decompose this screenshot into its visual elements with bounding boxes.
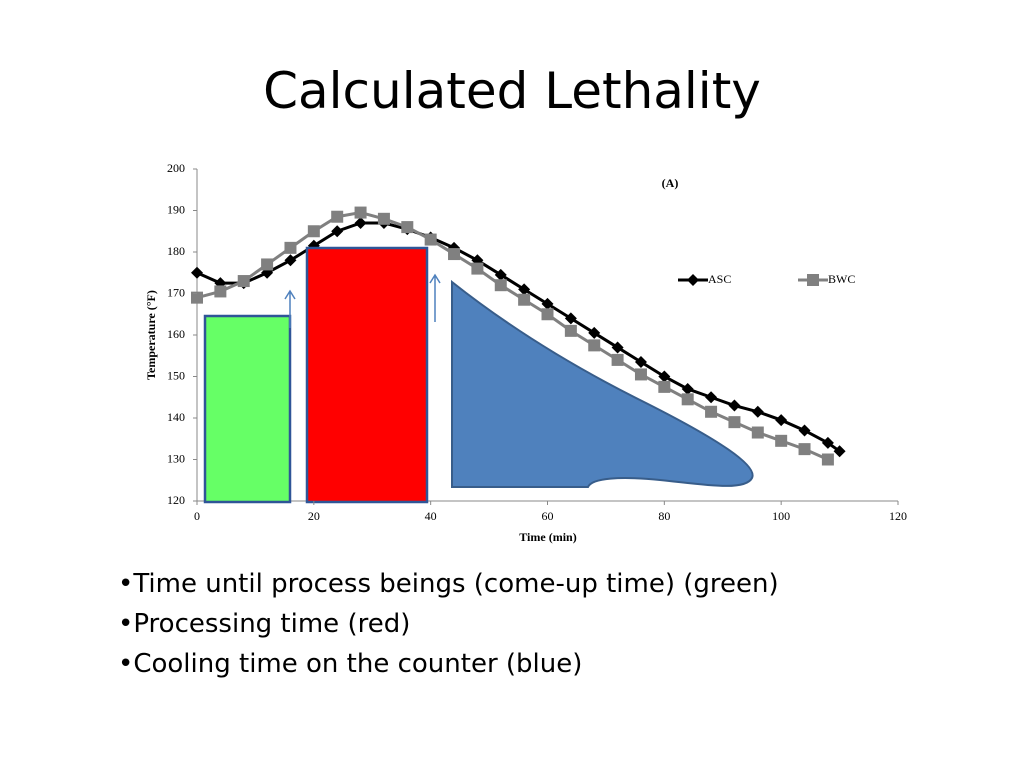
point [214,285,227,298]
point [611,353,624,366]
legend-label: BWC [828,272,855,286]
x-tick-label: 80 [658,509,670,523]
annotation: (A) [662,176,679,190]
point [331,225,344,238]
point [518,283,531,296]
point [681,382,694,395]
point [658,380,671,393]
point [634,368,647,381]
y-tick-label: 120 [167,493,185,507]
y-tick-label: 140 [167,410,185,424]
point [611,341,624,354]
bullet: •Processing time (red) [118,609,411,639]
point [191,291,203,304]
point [705,405,718,418]
x-tick-label: 20 [308,509,320,523]
point [821,453,834,466]
y-axis-title: Temperature (°F) [144,290,158,380]
point [775,434,788,447]
point [494,268,507,281]
point [284,254,297,267]
point [541,297,554,310]
point [588,339,601,352]
y-tick-label: 170 [167,285,185,299]
x-tick-label: 60 [542,509,554,523]
point [833,445,846,458]
point [728,399,741,412]
point [307,225,320,238]
point [564,324,577,337]
point [354,216,367,229]
point [705,391,718,404]
y-tick-label: 180 [167,244,185,258]
slide-title: Calculated Lethality [263,62,761,120]
point [471,262,484,275]
x-tick-label: 40 [425,509,437,523]
point [798,424,811,437]
y-tick-label: 150 [167,368,185,382]
point [401,221,414,234]
y-tick-label: 160 [167,327,185,341]
x-tick-label: 0 [194,509,200,523]
point [448,248,461,261]
arrow [429,273,441,322]
point [541,308,554,321]
legend-label: ASC [708,272,731,286]
processing-box [305,246,429,504]
point [494,279,507,292]
point [634,355,647,368]
point [658,370,671,383]
bullet: •Cooling time on the counter (blue) [118,649,583,679]
x-axis-title: Time (min) [519,530,576,544]
point [588,326,601,339]
point [284,241,297,254]
y-tick-label: 190 [167,202,185,216]
point [191,266,203,279]
bullet: •Time until process beings (come-up time… [118,569,779,599]
point [354,206,367,219]
point [564,312,577,325]
series-line [196,211,829,461]
point [237,275,250,288]
point [798,443,811,456]
point [775,414,788,427]
arrow [284,289,296,328]
point [821,436,834,449]
x-tick-label: 100 [772,509,790,523]
point [751,426,764,439]
point [728,416,741,429]
y-tick-label: 200 [167,161,185,175]
point [518,293,531,306]
bullet-list: •Time until process beings (come-up time… [118,564,779,684]
cooling-shape [451,279,754,488]
y-tick-label: 130 [167,451,185,465]
point [751,405,764,418]
point [377,212,390,225]
point [424,233,437,246]
come-up-box [203,314,292,504]
x-tick-label: 120 [889,509,907,523]
point [681,393,694,406]
point [331,210,344,223]
point [261,258,274,271]
